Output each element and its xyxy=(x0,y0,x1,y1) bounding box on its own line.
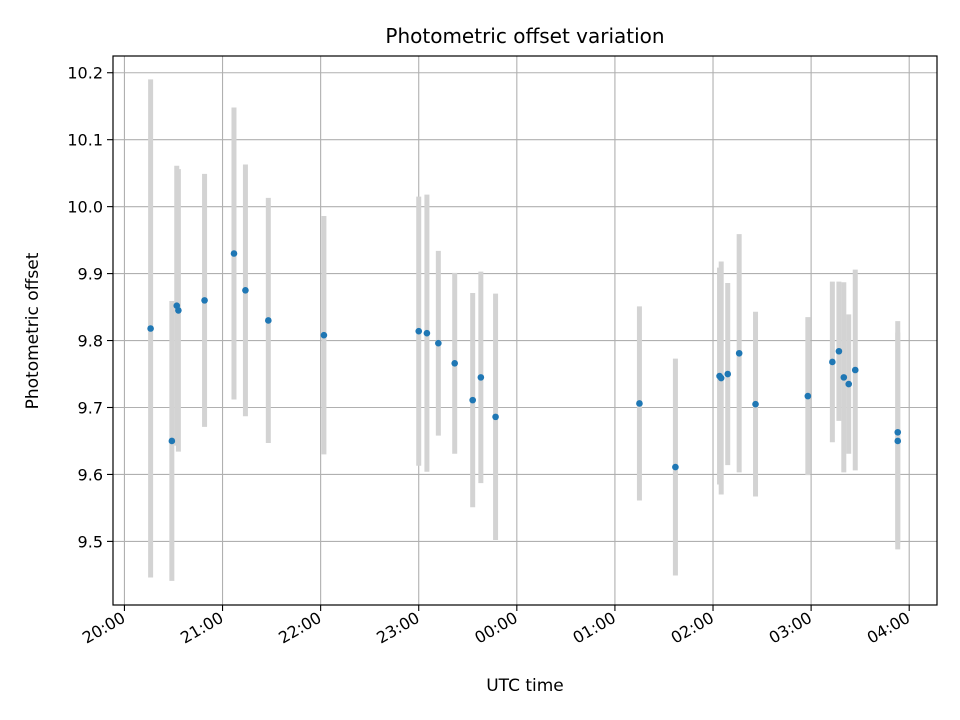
y-tick-label: 9.7 xyxy=(78,398,103,417)
data-point xyxy=(724,370,732,378)
data-point xyxy=(672,463,679,471)
data-point xyxy=(845,380,853,388)
y-axis: 9.5 9.6 9.7 9.8 9.9 10.0 10.1 10.2 xyxy=(67,64,113,551)
data-point xyxy=(717,374,725,382)
data-point xyxy=(451,360,458,367)
data-point xyxy=(168,437,176,445)
data-point xyxy=(435,339,442,347)
data-points xyxy=(147,250,902,471)
plot-area xyxy=(113,56,937,605)
data-point xyxy=(735,349,743,357)
y-tick-label: 9.6 xyxy=(78,465,103,484)
data-point xyxy=(147,325,154,332)
y-tick-label: 9.5 xyxy=(78,532,103,551)
data-point xyxy=(636,400,643,407)
data-point xyxy=(415,327,423,335)
data-point xyxy=(477,374,485,381)
data-point xyxy=(469,396,476,404)
data-point xyxy=(201,297,208,304)
data-point xyxy=(894,437,902,445)
y-tick-label: 10.0 xyxy=(67,198,103,217)
data-point xyxy=(752,400,759,408)
data-point xyxy=(230,250,238,257)
y-axis-label: Photometric offset xyxy=(23,252,43,409)
data-point xyxy=(829,358,836,366)
data-point xyxy=(265,317,272,324)
y-tick-label: 10.2 xyxy=(67,64,103,83)
data-point xyxy=(851,366,859,374)
data-point xyxy=(840,374,848,381)
data-point xyxy=(804,392,812,400)
data-point xyxy=(492,413,499,421)
chart-title: Photometric offset variation xyxy=(385,24,664,48)
data-point xyxy=(423,329,431,337)
x-axis-label: UTC time xyxy=(486,676,564,696)
data-point xyxy=(242,287,249,294)
y-tick-label: 9.9 xyxy=(78,265,103,284)
data-point xyxy=(894,428,902,436)
plot-frame xyxy=(112,55,938,606)
data-point xyxy=(835,347,843,355)
y-tick-label: 10.1 xyxy=(67,131,103,150)
y-tick-label: 9.8 xyxy=(78,332,103,351)
data-point xyxy=(175,307,182,314)
data-point xyxy=(320,331,328,339)
grid xyxy=(113,56,937,605)
